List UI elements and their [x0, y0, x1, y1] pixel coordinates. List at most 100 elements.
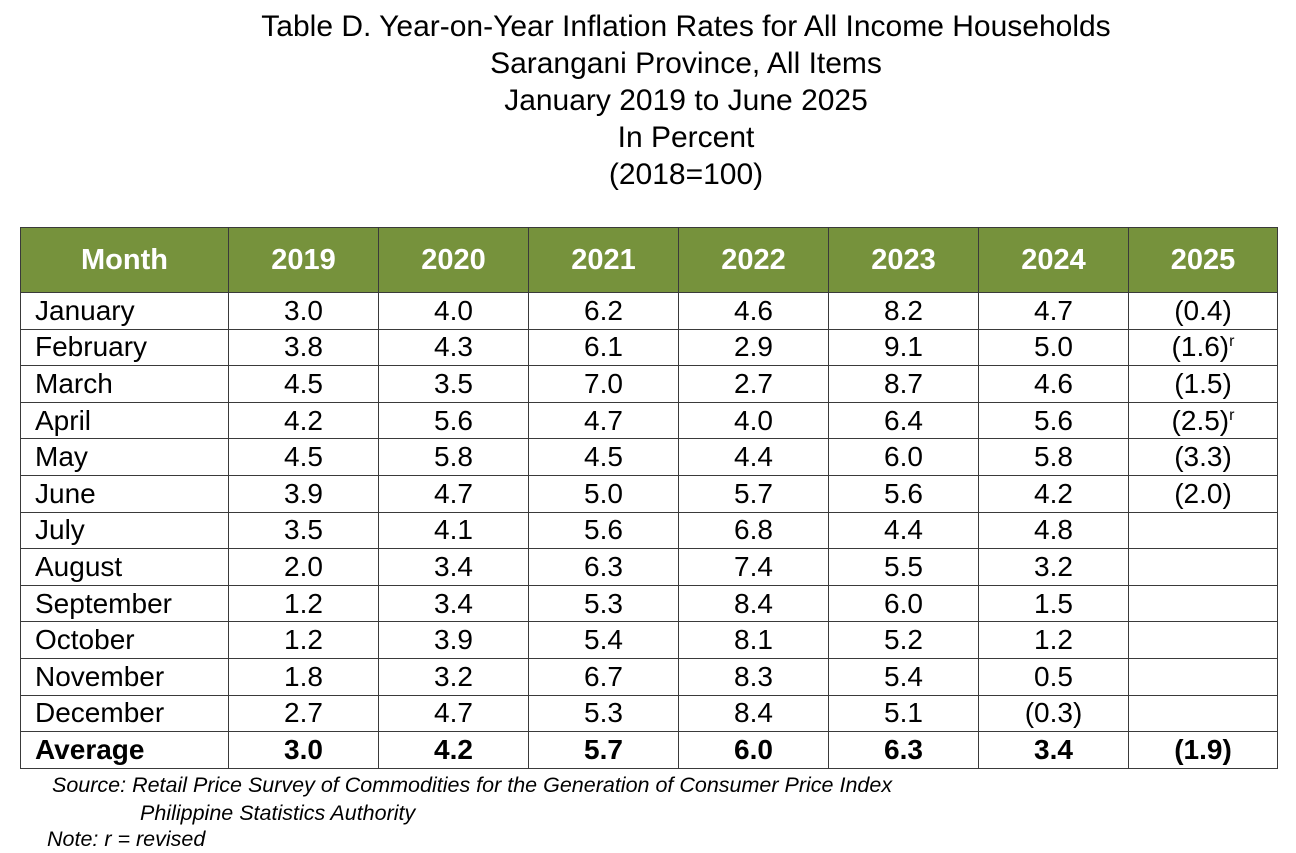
value-cell: 6.3 [528, 548, 679, 586]
value-cell: (0.4) [1128, 292, 1278, 330]
value-text: 5.3 [584, 697, 623, 729]
column-header-year: 2025 [1128, 227, 1278, 293]
value-text: 9.1 [884, 331, 923, 363]
title-line-3: January 2019 to June 2025 [504, 84, 868, 117]
value-text: 4.0 [434, 294, 473, 326]
value-cell: 4.7 [378, 694, 529, 733]
value-cell: 2.7 [228, 694, 379, 733]
month-cell: May [20, 438, 229, 476]
value-text: 4.6 [1034, 367, 1073, 399]
value-text: 5.0 [1034, 331, 1073, 363]
month-cell: February [20, 328, 229, 367]
value-text: 1.2 [1034, 624, 1073, 656]
value-text: 6.0 [884, 441, 923, 473]
value-text: 3.2 [434, 660, 473, 692]
value-cell: 5.7 [678, 474, 829, 513]
table-title: Table D. Year-on-Year Inflation Rates fo… [0, 8, 1296, 193]
value-cell: 3.4 [378, 584, 529, 623]
value-text: (1.6) [1171, 331, 1230, 363]
value-text: 0.5 [1034, 660, 1073, 692]
value-cell: 7.4 [678, 548, 829, 586]
value-cell: 2.9 [678, 328, 829, 367]
value-cell: 5.4 [828, 657, 979, 696]
value-text: 4.1 [434, 514, 473, 546]
value-text: 6.1 [584, 331, 623, 363]
value-text: 7.4 [734, 550, 773, 582]
value-text: 3.5 [284, 514, 323, 546]
value-text: 8.2 [884, 294, 923, 326]
table-row: March 4.5 3.5 7.0 2.7 8.7 4.6 (1.5) [20, 365, 1278, 403]
value-cell: 5.6 [528, 511, 679, 550]
value-cell: (2.0) [1128, 474, 1278, 513]
value-cell: 2.0 [228, 548, 379, 586]
value-text: 6.3 [584, 550, 623, 582]
average-value-cell: 3.0 [228, 731, 379, 769]
value-cell: 4.8 [978, 511, 1129, 550]
value-text: 6.7 [584, 660, 623, 692]
value-cell: 5.3 [528, 694, 679, 733]
value-cell: 4.0 [378, 292, 529, 330]
value-text: 4.4 [734, 441, 773, 473]
value-cell: 5.5 [828, 548, 979, 586]
value-text: 5.6 [434, 404, 473, 436]
value-cell: 3.9 [228, 474, 379, 513]
note-revised: Note: r = revised [47, 827, 206, 851]
value-text: 5.4 [584, 624, 623, 656]
value-text: (2.5) [1171, 404, 1230, 436]
value-cell: (0.3) [978, 694, 1129, 733]
average-value-cell: 3.4 [978, 731, 1129, 769]
table-row: September 1.2 3.4 5.3 8.4 6.0 1.5 [20, 584, 1278, 623]
value-cell: 6.0 [828, 438, 979, 476]
value-cell: 4.5 [228, 438, 379, 476]
value-text: 4.8 [1034, 514, 1073, 546]
value-text: 3.9 [284, 477, 323, 509]
value-cell: 5.6 [828, 474, 979, 513]
value-text: 1.2 [284, 587, 323, 619]
value-text: 8.7 [884, 367, 923, 399]
value-text: 3.2 [1034, 550, 1073, 582]
value-text: 8.3 [734, 660, 773, 692]
value-text: (0.4) [1174, 294, 1232, 326]
value-cell: (2.5)r [1128, 401, 1278, 440]
value-text: 3.9 [434, 624, 473, 656]
value-cell: 4.4 [678, 438, 829, 476]
value-text: 5.6 [584, 514, 623, 546]
value-text: 4.7 [1034, 294, 1073, 326]
value-cell [1128, 548, 1278, 586]
value-cell: (3.3) [1128, 438, 1278, 476]
value-text: 3.0 [284, 294, 323, 326]
value-text: 3.8 [284, 331, 323, 363]
value-text: 2.7 [284, 697, 323, 729]
value-cell: 8.4 [678, 584, 829, 623]
value-cell: 8.1 [678, 621, 829, 659]
value-cell: 8.4 [678, 694, 829, 733]
month-cell: August [20, 548, 229, 586]
average-label: Average [20, 731, 229, 769]
value-text: 5.8 [434, 441, 473, 473]
value-text: 5.6 [884, 477, 923, 509]
average-row: Average 3.0 4.2 5.7 6.0 6.3 3.4 (1.9) [20, 731, 1278, 769]
value-text: 4.2 [284, 404, 323, 436]
value-cell: 5.4 [528, 621, 679, 659]
value-cell: 7.0 [528, 365, 679, 403]
value-cell: 3.8 [228, 328, 379, 367]
month-cell: June [20, 474, 229, 513]
month-cell: July [20, 511, 229, 550]
value-cell [1128, 657, 1278, 696]
value-text: 4.7 [434, 477, 473, 509]
title-line-2: Sarangani Province, All Items [490, 47, 882, 80]
value-text: 3.5 [434, 367, 473, 399]
column-header-year: 2021 [528, 227, 679, 293]
value-cell: 3.9 [378, 621, 529, 659]
table-body: January 3.0 4.0 6.2 4.6 8.2 4.7 (0.4) February 3.… [20, 292, 1278, 769]
value-cell: 4.6 [978, 365, 1129, 403]
value-cell: 4.6 [678, 292, 829, 330]
value-cell: 3.2 [378, 657, 529, 696]
value-text: 8.4 [734, 587, 773, 619]
value-cell: 6.0 [828, 584, 979, 623]
value-cell: 8.7 [828, 365, 979, 403]
average-value-cell: 4.2 [378, 731, 529, 769]
table-row: October 1.2 3.9 5.4 8.1 5.2 1.2 [20, 621, 1278, 659]
source-line-1: Source: Retail Price Survey of Commoditi… [52, 773, 893, 797]
value-cell: 5.2 [828, 621, 979, 659]
